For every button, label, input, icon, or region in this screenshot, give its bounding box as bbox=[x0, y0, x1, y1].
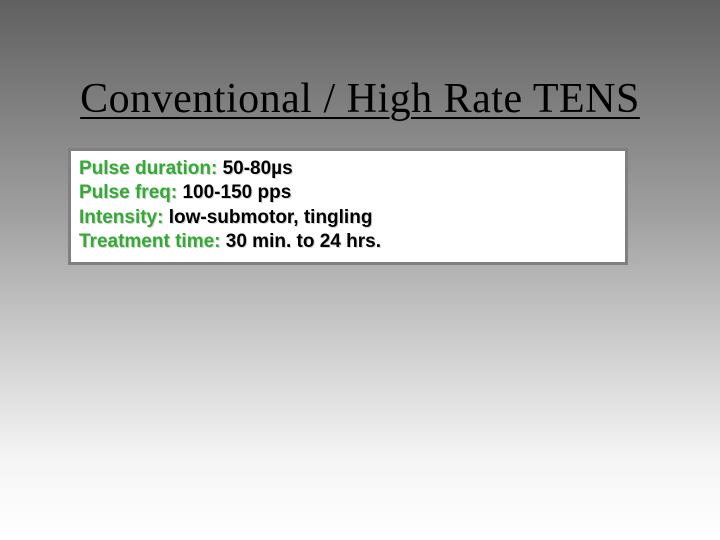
param-value: 50-80µs bbox=[223, 158, 293, 179]
param-row-treatment-time: Treatment time: 30 min. to 24 hrs. bbox=[79, 230, 617, 254]
param-row-intensity: Intensity: low-submotor, tingling bbox=[79, 206, 617, 230]
param-label: Pulse duration: bbox=[79, 158, 223, 179]
param-label: Intensity: bbox=[79, 207, 169, 228]
param-row-pulse-duration: Pulse duration: 50-80µs bbox=[79, 157, 617, 181]
param-row-pulse-freq: Pulse freq: 100-150 pps bbox=[79, 181, 617, 205]
parameters-box: Pulse duration: 50-80µs Pulse freq: 100-… bbox=[68, 148, 628, 265]
slide-title: Conventional / High Rate TENS bbox=[0, 75, 720, 123]
param-label: Treatment time: bbox=[79, 231, 226, 252]
param-label: Pulse freq: bbox=[79, 182, 182, 203]
slide-container: Conventional / High Rate TENS Pulse dura… bbox=[0, 0, 720, 540]
param-value: 100-150 pps bbox=[182, 182, 291, 203]
param-value: low-submotor, tingling bbox=[169, 207, 373, 228]
param-value: 30 min. to 24 hrs. bbox=[226, 231, 381, 252]
